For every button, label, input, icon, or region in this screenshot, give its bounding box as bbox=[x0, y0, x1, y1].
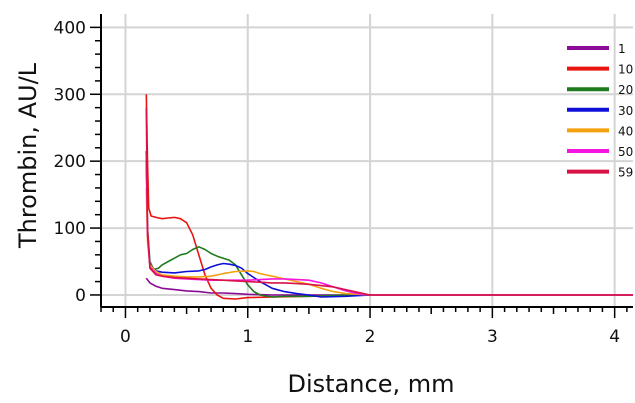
y-axis-title: Thrombin, AU/L bbox=[14, 62, 42, 249]
series-line-10 bbox=[145, 94, 633, 300]
series-line-59 bbox=[145, 107, 633, 296]
series-line-30 bbox=[145, 151, 633, 298]
x-tick-label-4: 4 bbox=[609, 327, 620, 347]
legend-label-10: 10 bbox=[618, 63, 633, 77]
legend-label-40: 40 bbox=[618, 124, 633, 138]
y-tick-label-300: 300 bbox=[54, 85, 86, 105]
series-line-40 bbox=[145, 187, 633, 296]
y-tick-label-200: 200 bbox=[54, 152, 86, 172]
x-axis-ticks: 0 1 2 3 4 bbox=[100, 307, 628, 347]
legend: 1 10 20 30 40 50 59 bbox=[567, 42, 633, 180]
x-tick-label-0: 0 bbox=[120, 327, 131, 347]
y-tick-label-100: 100 bbox=[54, 219, 86, 239]
legend-label-30: 30 bbox=[618, 104, 633, 118]
x-tick-label-2: 2 bbox=[365, 327, 376, 347]
grid-lines bbox=[101, 14, 633, 307]
legend-label-1: 1 bbox=[618, 42, 626, 56]
legend-label-50: 50 bbox=[618, 145, 633, 159]
y-tick-label-0: 0 bbox=[75, 286, 86, 306]
x-tick-label-1: 1 bbox=[242, 327, 253, 347]
legend-label-20: 20 bbox=[618, 83, 633, 97]
x-tick-label-3: 3 bbox=[487, 327, 498, 347]
legend-label-59: 59 bbox=[618, 166, 633, 180]
x-axis-title: Distance, mm bbox=[288, 370, 455, 398]
y-axis-ticks: 0 100 200 300 400 bbox=[54, 18, 101, 306]
y-tick-label-400: 400 bbox=[54, 18, 86, 38]
series-lines bbox=[145, 94, 633, 300]
series-line-20 bbox=[145, 161, 633, 298]
